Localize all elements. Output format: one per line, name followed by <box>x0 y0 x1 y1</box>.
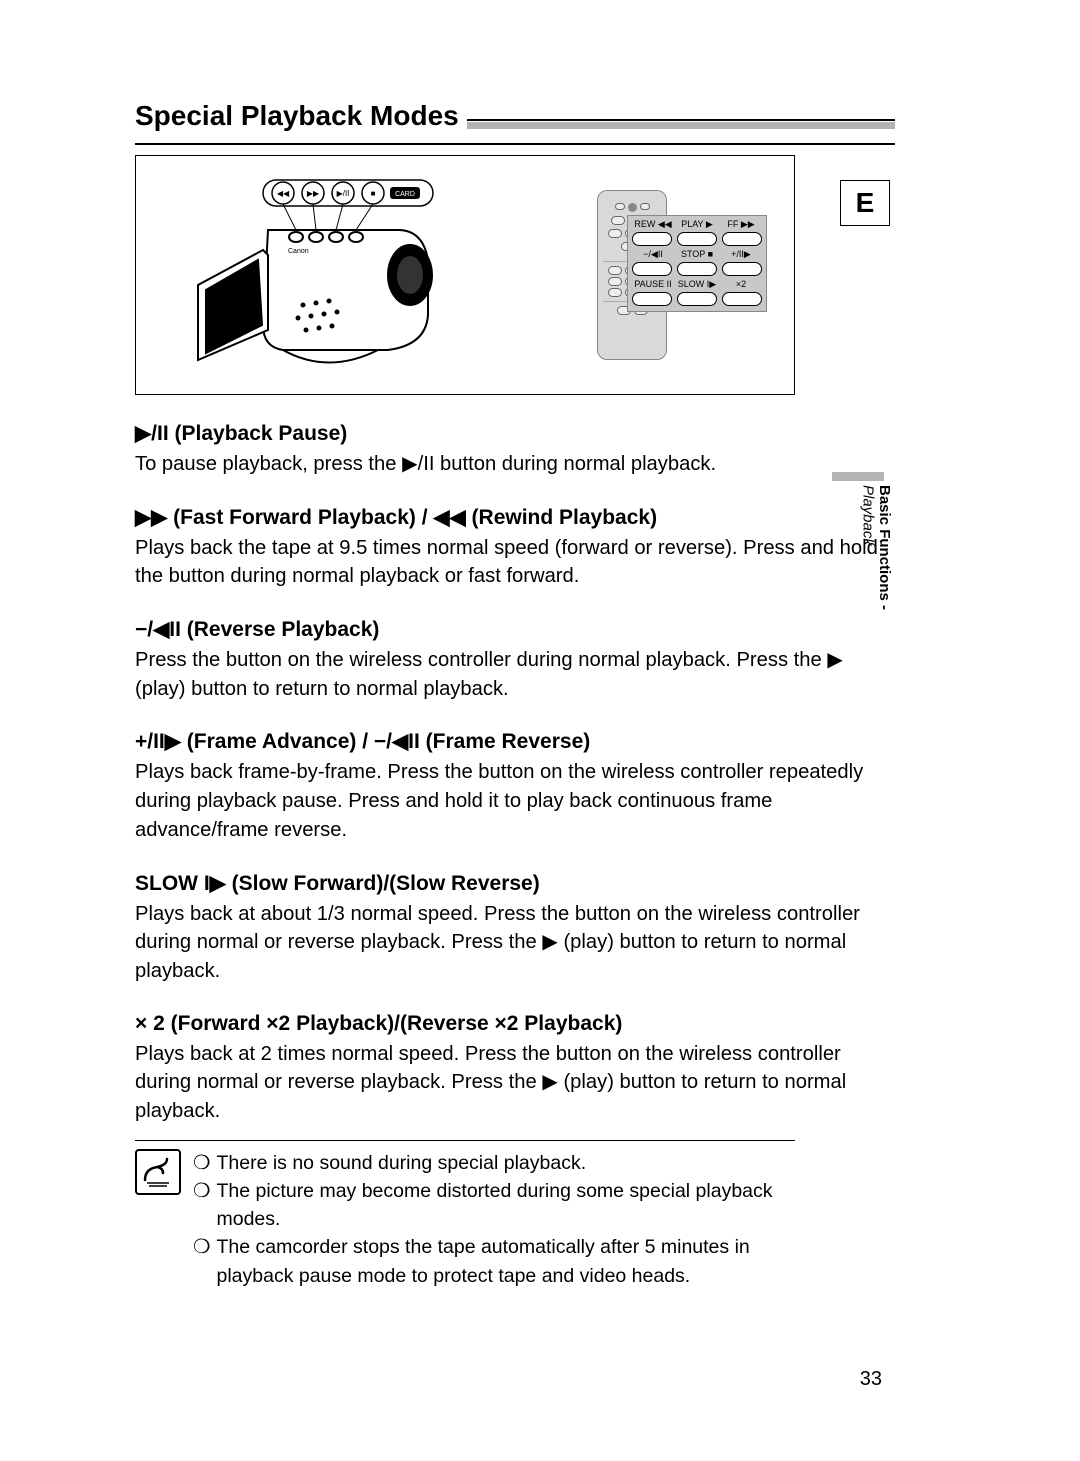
legend-play: PLAY ▶ <box>676 219 718 230</box>
section-slow: SLOW I▶ (Slow Forward)/(Slow Reverse) Pl… <box>135 871 895 986</box>
legend-rew: REW ◀◀ <box>632 219 674 230</box>
svg-text:■: ■ <box>371 189 376 198</box>
svg-text:▶/II: ▶/II <box>337 189 350 198</box>
title-row: Special Playback Modes <box>135 100 895 132</box>
section-frame-advance: +/II▶ (Frame Advance) / −/◀II (Frame Rev… <box>135 729 895 844</box>
legend-fwdframe: +/II▶ <box>720 249 762 260</box>
notes-block: ❍There is no sound during special playba… <box>135 1149 815 1290</box>
legend-ff: FF ▶▶ <box>720 219 762 230</box>
section-x2: × 2 (Forward ×2 Playback)/(Reverse ×2 Pl… <box>135 1012 895 1126</box>
legend-x2: ×2 <box>720 279 762 290</box>
remote-panel: REW ◀◀ PLAY ▶ FF ▶▶ −/◀II STOP ■ +/II▶ P… <box>502 175 762 375</box>
divider <box>135 1140 795 1141</box>
note-3: The camcorder stops the tape automatical… <box>216 1233 815 1290</box>
page-content: Special Playback Modes CARD ◀◀ ▶▶ ▶/II ■ <box>135 100 895 1290</box>
legend-stop: STOP ■ <box>676 249 718 260</box>
page-number: 33 <box>860 1368 882 1391</box>
note-list: ❍There is no sound during special playba… <box>193 1149 815 1290</box>
note-2: The picture may become distorted during … <box>216 1177 815 1234</box>
section-playback-pause: ▶/II (Playback Pause) To pause playback,… <box>135 421 895 479</box>
diagram-frame: CARD ◀◀ ▶▶ ▶/II ■ <box>135 155 795 395</box>
section-reverse-playback: −/◀II (Reverse Playback) Press the butto… <box>135 617 895 703</box>
page-title: Special Playback Modes <box>135 100 467 132</box>
note-1: There is no sound during special playbac… <box>216 1149 586 1177</box>
svg-text:Canon: Canon <box>288 248 309 255</box>
control-legend: REW ◀◀ PLAY ▶ FF ▶▶ −/◀II STOP ■ +/II▶ P… <box>627 215 767 312</box>
section-fast-forward: ▶▶ (Fast Forward Playback) / ◀◀ (Rewind … <box>135 505 895 591</box>
legend-revframe: −/◀II <box>632 249 674 260</box>
svg-text:▶▶: ▶▶ <box>307 189 320 198</box>
note-icon <box>135 1149 181 1195</box>
legend-pause: PAUSE II <box>632 279 674 290</box>
card-label: CARD <box>395 191 415 198</box>
svg-text:◀◀: ◀◀ <box>277 189 290 198</box>
title-underline <box>467 119 895 129</box>
camcorder-illustration: CARD ◀◀ ▶▶ ▶/II ■ <box>168 175 458 375</box>
legend-slow: SLOW I▶ <box>676 279 718 290</box>
